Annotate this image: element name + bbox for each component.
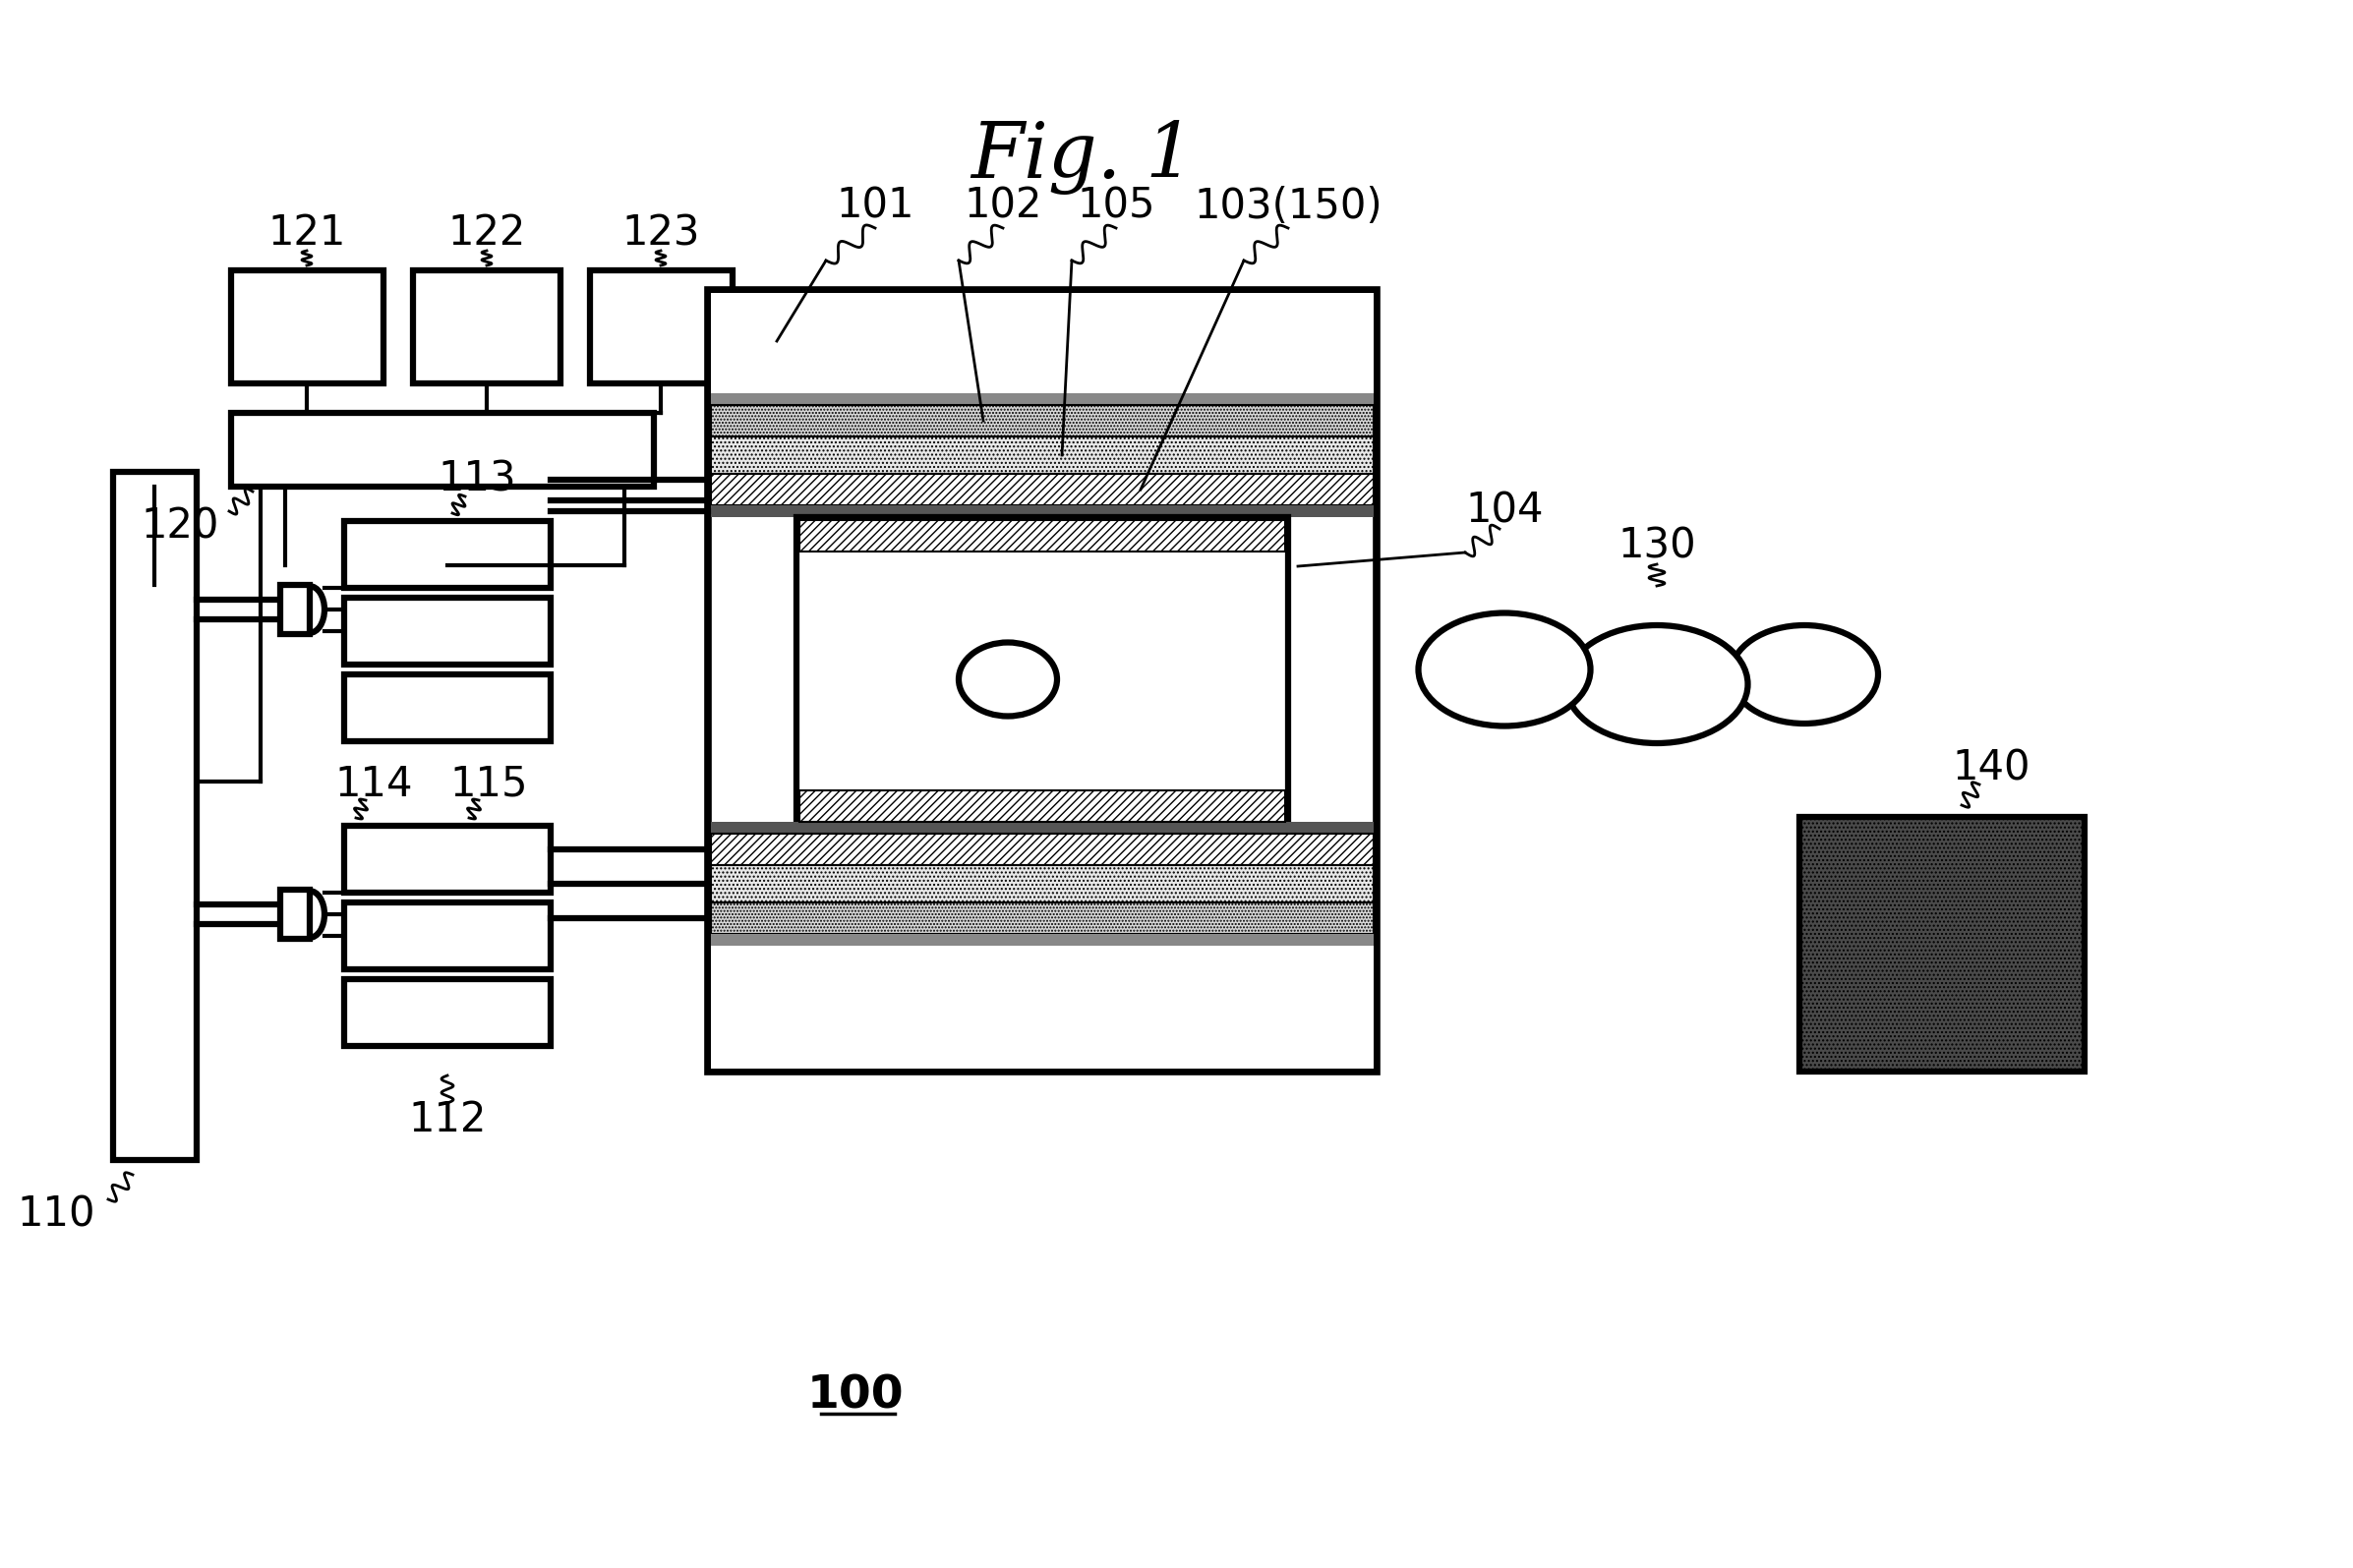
Text: 100: 100 — [807, 1374, 904, 1417]
Ellipse shape — [1729, 626, 1878, 723]
Text: 140: 140 — [1953, 746, 2031, 789]
Text: 120: 120 — [141, 505, 219, 547]
Bar — [711, 436, 1374, 474]
Text: Fig. 1: Fig. 1 — [969, 119, 1195, 194]
Bar — [708, 290, 1377, 1071]
Bar — [280, 585, 311, 633]
Bar — [711, 935, 1374, 946]
Bar — [800, 790, 1285, 822]
Text: 114: 114 — [334, 764, 412, 804]
Bar — [795, 517, 1287, 822]
Bar — [414, 270, 560, 384]
Bar — [344, 521, 551, 588]
Bar — [344, 826, 551, 892]
Text: 103(150): 103(150) — [1193, 185, 1381, 227]
Ellipse shape — [958, 643, 1056, 717]
Bar — [711, 822, 1374, 834]
Bar — [711, 505, 1374, 517]
Text: 101: 101 — [835, 185, 915, 227]
Bar — [711, 394, 1374, 405]
Bar — [344, 597, 551, 665]
Bar — [711, 834, 1374, 866]
Text: 123: 123 — [621, 212, 699, 254]
Bar — [231, 412, 654, 486]
Text: 121: 121 — [268, 212, 346, 254]
Bar — [711, 474, 1374, 505]
Text: 115: 115 — [449, 764, 527, 804]
Text: 122: 122 — [447, 212, 525, 254]
Bar — [711, 293, 1374, 397]
Text: 104: 104 — [1466, 491, 1544, 532]
Bar — [711, 946, 1374, 1069]
Ellipse shape — [1565, 626, 1748, 743]
Bar — [113, 472, 198, 1160]
Bar — [800, 521, 1285, 552]
Text: 110: 110 — [16, 1193, 96, 1234]
Bar — [280, 889, 311, 939]
Bar — [711, 903, 1374, 935]
Text: 102: 102 — [965, 185, 1042, 227]
Bar — [344, 978, 551, 1046]
Text: 130: 130 — [1619, 525, 1697, 568]
Bar — [344, 674, 551, 742]
Bar — [231, 270, 384, 384]
Bar — [591, 270, 732, 384]
Bar — [344, 903, 551, 969]
Bar — [711, 405, 1374, 436]
Bar — [1800, 817, 2085, 1071]
Bar — [711, 866, 1374, 903]
Text: 105: 105 — [1078, 185, 1155, 227]
Text: 113: 113 — [438, 459, 515, 500]
Text: 112: 112 — [409, 1099, 487, 1140]
Ellipse shape — [1419, 613, 1591, 726]
